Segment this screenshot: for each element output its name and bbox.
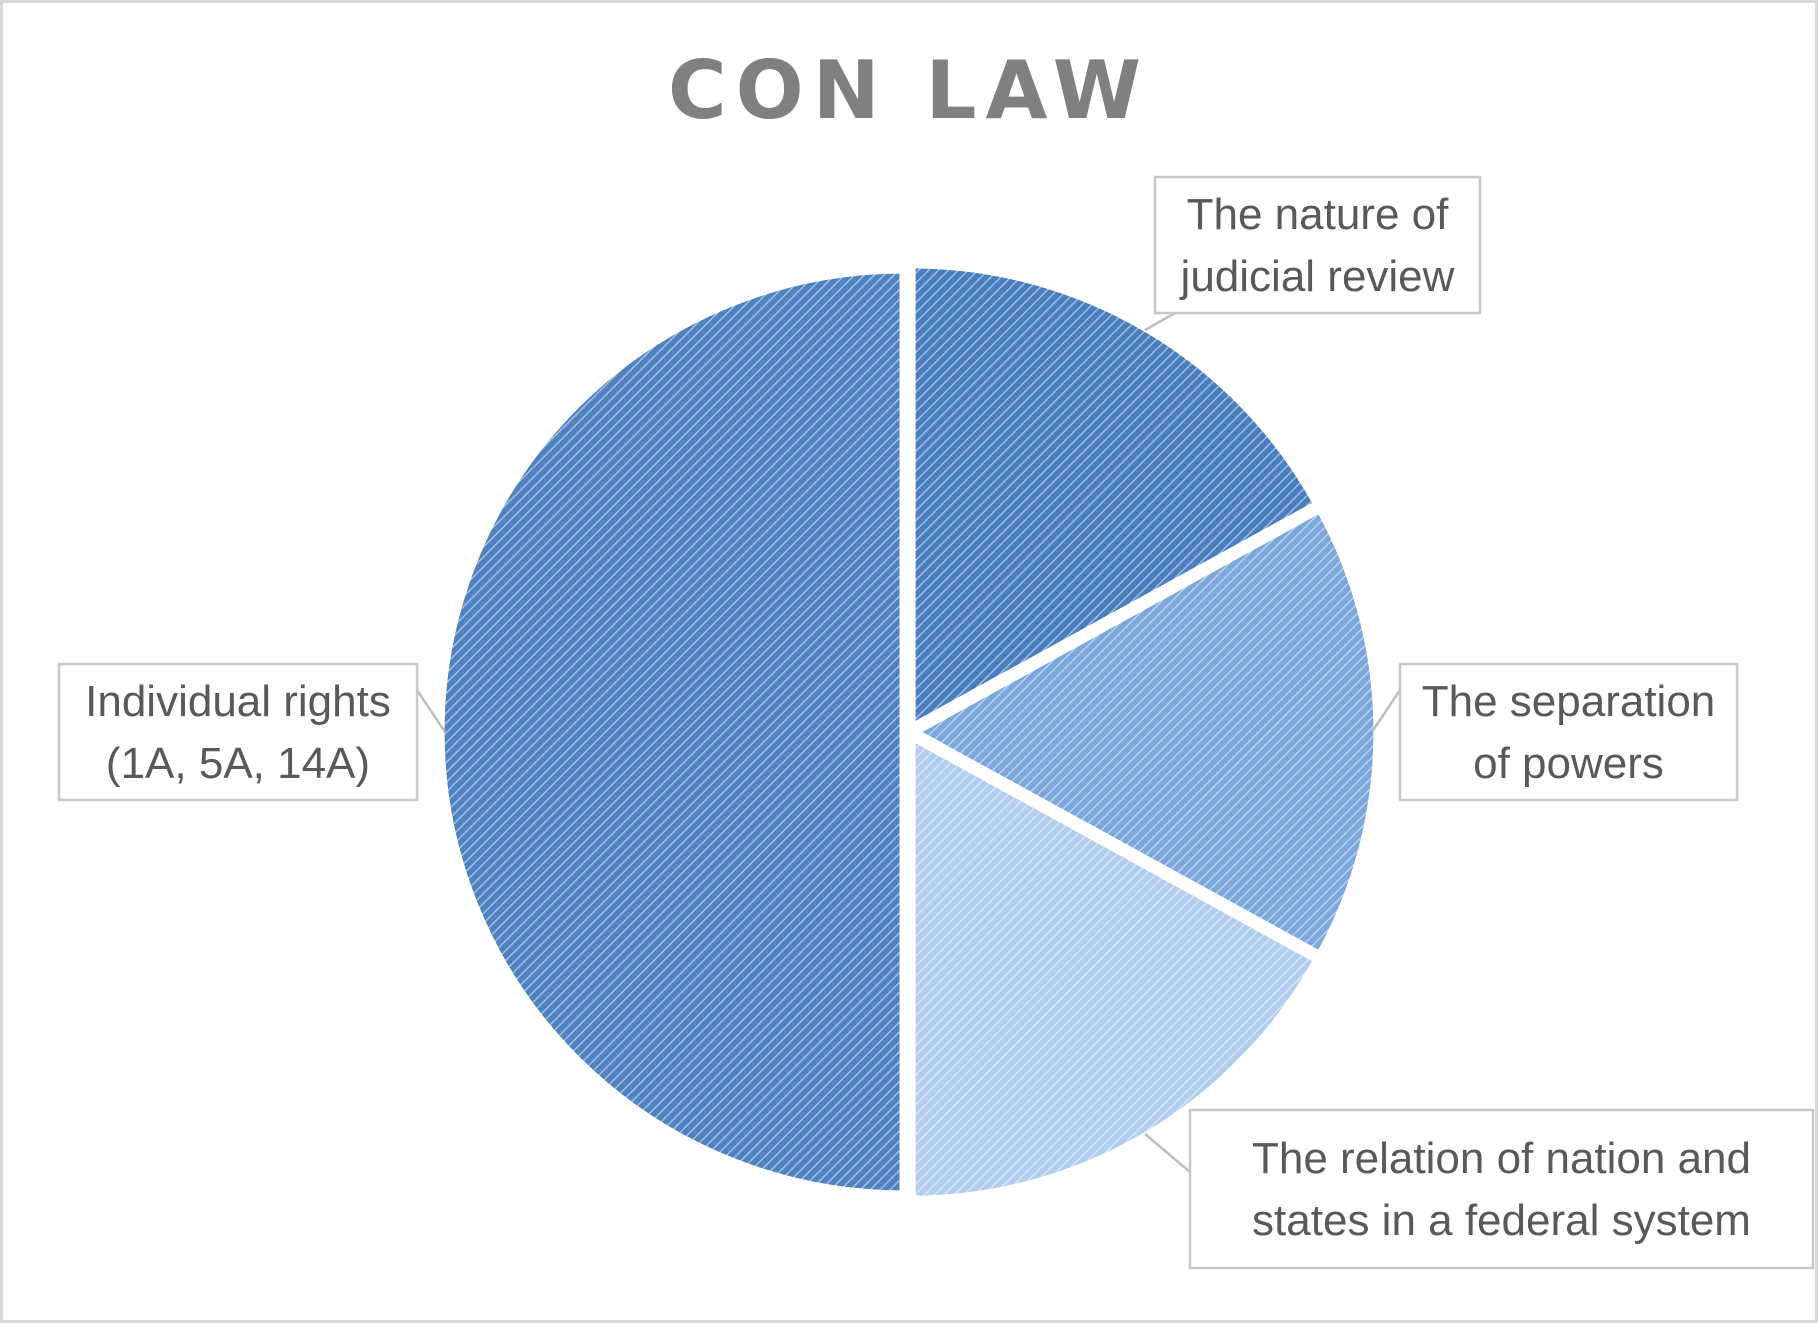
data-label-4: Individual rights (1A, 5A, 14A) bbox=[57, 662, 419, 802]
data-label-2: The separation of powers bbox=[1398, 662, 1739, 802]
pie-slice-edge bbox=[437, 266, 907, 1198]
data-label-1: The nature of judicial review bbox=[1153, 175, 1482, 315]
data-label-line: judicial review bbox=[1179, 252, 1455, 301]
leader-line-3 bbox=[1144, 1133, 1191, 1173]
leader-line-2 bbox=[1370, 689, 1402, 733]
leader-line-1 bbox=[1144, 311, 1176, 332]
data-label-box bbox=[57, 662, 419, 802]
data-label-line: (1A, 5A, 14A) bbox=[106, 739, 370, 788]
pie-slice-4 bbox=[437, 266, 907, 1198]
chart-title: CON LAW bbox=[668, 44, 1150, 137]
leader-lines bbox=[415, 311, 1402, 1173]
data-label-line: The nature of bbox=[1187, 190, 1449, 239]
data-label-3: The relation of nation and states in a fe… bbox=[1188, 1108, 1815, 1270]
data-label-box bbox=[1398, 662, 1739, 802]
data-label-line: Individual rights bbox=[85, 677, 391, 726]
leader-line-4 bbox=[415, 689, 447, 733]
data-label-box bbox=[1188, 1108, 1815, 1270]
pie-slice-hatch bbox=[441, 270, 903, 1194]
pie-slice-3 bbox=[908, 733, 1321, 1203]
data-label-box bbox=[1153, 175, 1482, 315]
data-label-line: The separation bbox=[1422, 677, 1716, 726]
pie-slices bbox=[437, 261, 1381, 1203]
data-labels: The nature of judicial review The separati… bbox=[57, 175, 1815, 1270]
data-label-line: The relation of nation and bbox=[1252, 1134, 1751, 1183]
pie-slice-hatch bbox=[915, 509, 1377, 955]
pie-slice-2 bbox=[911, 505, 1381, 959]
data-label-line: states in a federal system bbox=[1252, 1196, 1751, 1245]
pie-slice-edge bbox=[911, 505, 1381, 959]
data-label-line: of powers bbox=[1473, 739, 1664, 788]
